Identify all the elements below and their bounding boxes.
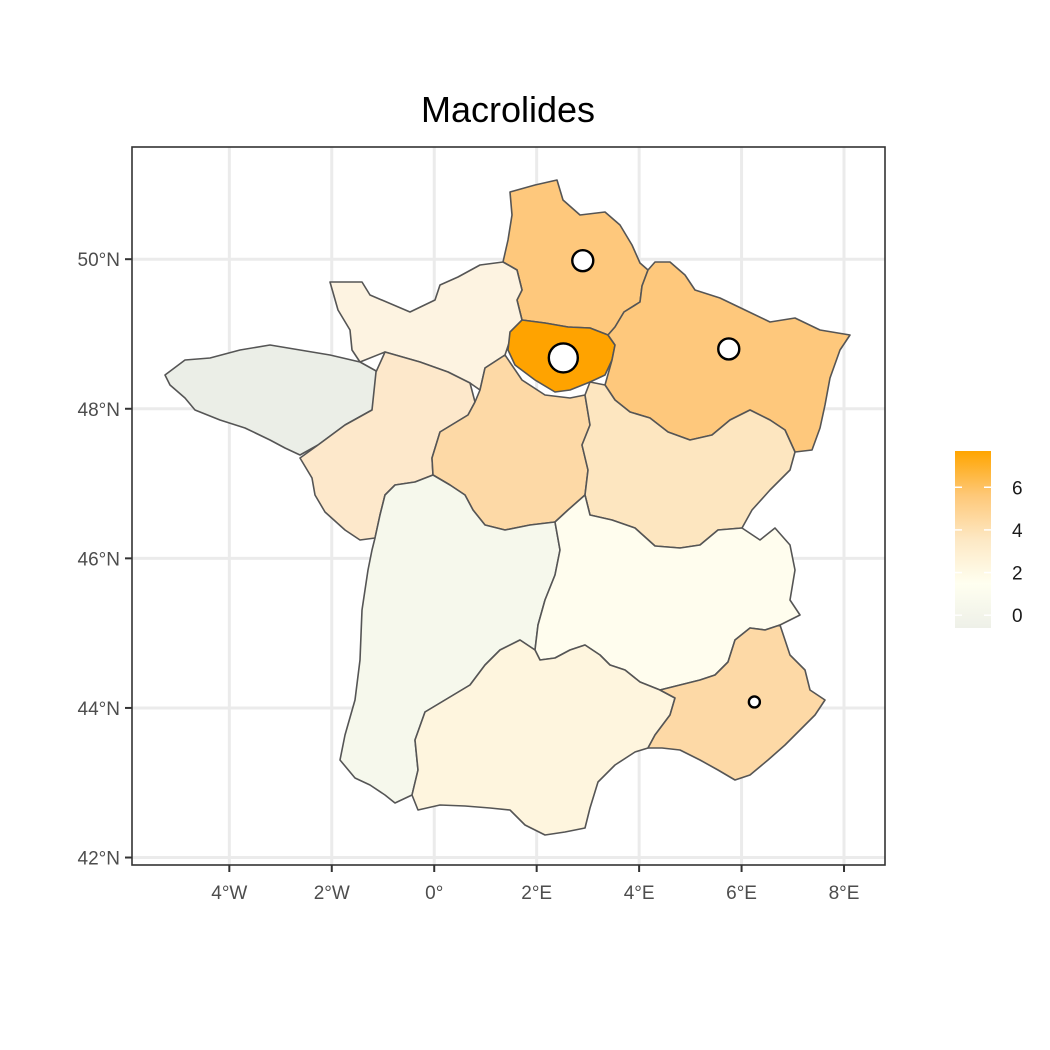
- x-tick-label: 0°: [425, 883, 443, 904]
- x-tick-label: 2°W: [314, 883, 350, 904]
- plot-border: [131, 146, 886, 866]
- x-tick-label: 8°E: [829, 883, 860, 904]
- legend-tick-label: 2: [1012, 564, 1023, 585]
- x-tick-label: 2°E: [521, 883, 552, 904]
- x-tick-label: 4°W: [211, 883, 247, 904]
- data-point-0: [571, 248, 595, 273]
- y-tick-label: 48°N: [78, 400, 120, 421]
- x-tick-label: 6°E: [726, 883, 757, 904]
- legend-tick-label: 0: [1012, 606, 1023, 627]
- data-point-1: [547, 342, 580, 374]
- axes: 4°W 2°W 0° 2°E 4°E 6°E 8°E 42°N 44°N 46°N 48°N 50°N: [78, 250, 860, 904]
- y-tick-label: 42°N: [78, 849, 120, 870]
- chart-title: Macrolides: [421, 89, 595, 130]
- data-point-3: [747, 695, 762, 709]
- region-provence-alpes-cote-dazur: [647, 624, 826, 781]
- y-tick-label: 50°N: [78, 250, 120, 271]
- data-points: [547, 248, 762, 709]
- x-tick-label: 4°E: [624, 883, 655, 904]
- legend-tick-label: 6: [1012, 478, 1023, 499]
- y-tick-label: 46°N: [78, 549, 120, 570]
- legend-colorbar: [955, 451, 991, 628]
- y-tick-label: 44°N: [78, 699, 120, 720]
- legend-tick-label: 4: [1012, 521, 1023, 542]
- map-regions: [164, 179, 851, 836]
- data-point-2: [717, 337, 741, 361]
- legend: 0 2 4 6: [955, 451, 1023, 628]
